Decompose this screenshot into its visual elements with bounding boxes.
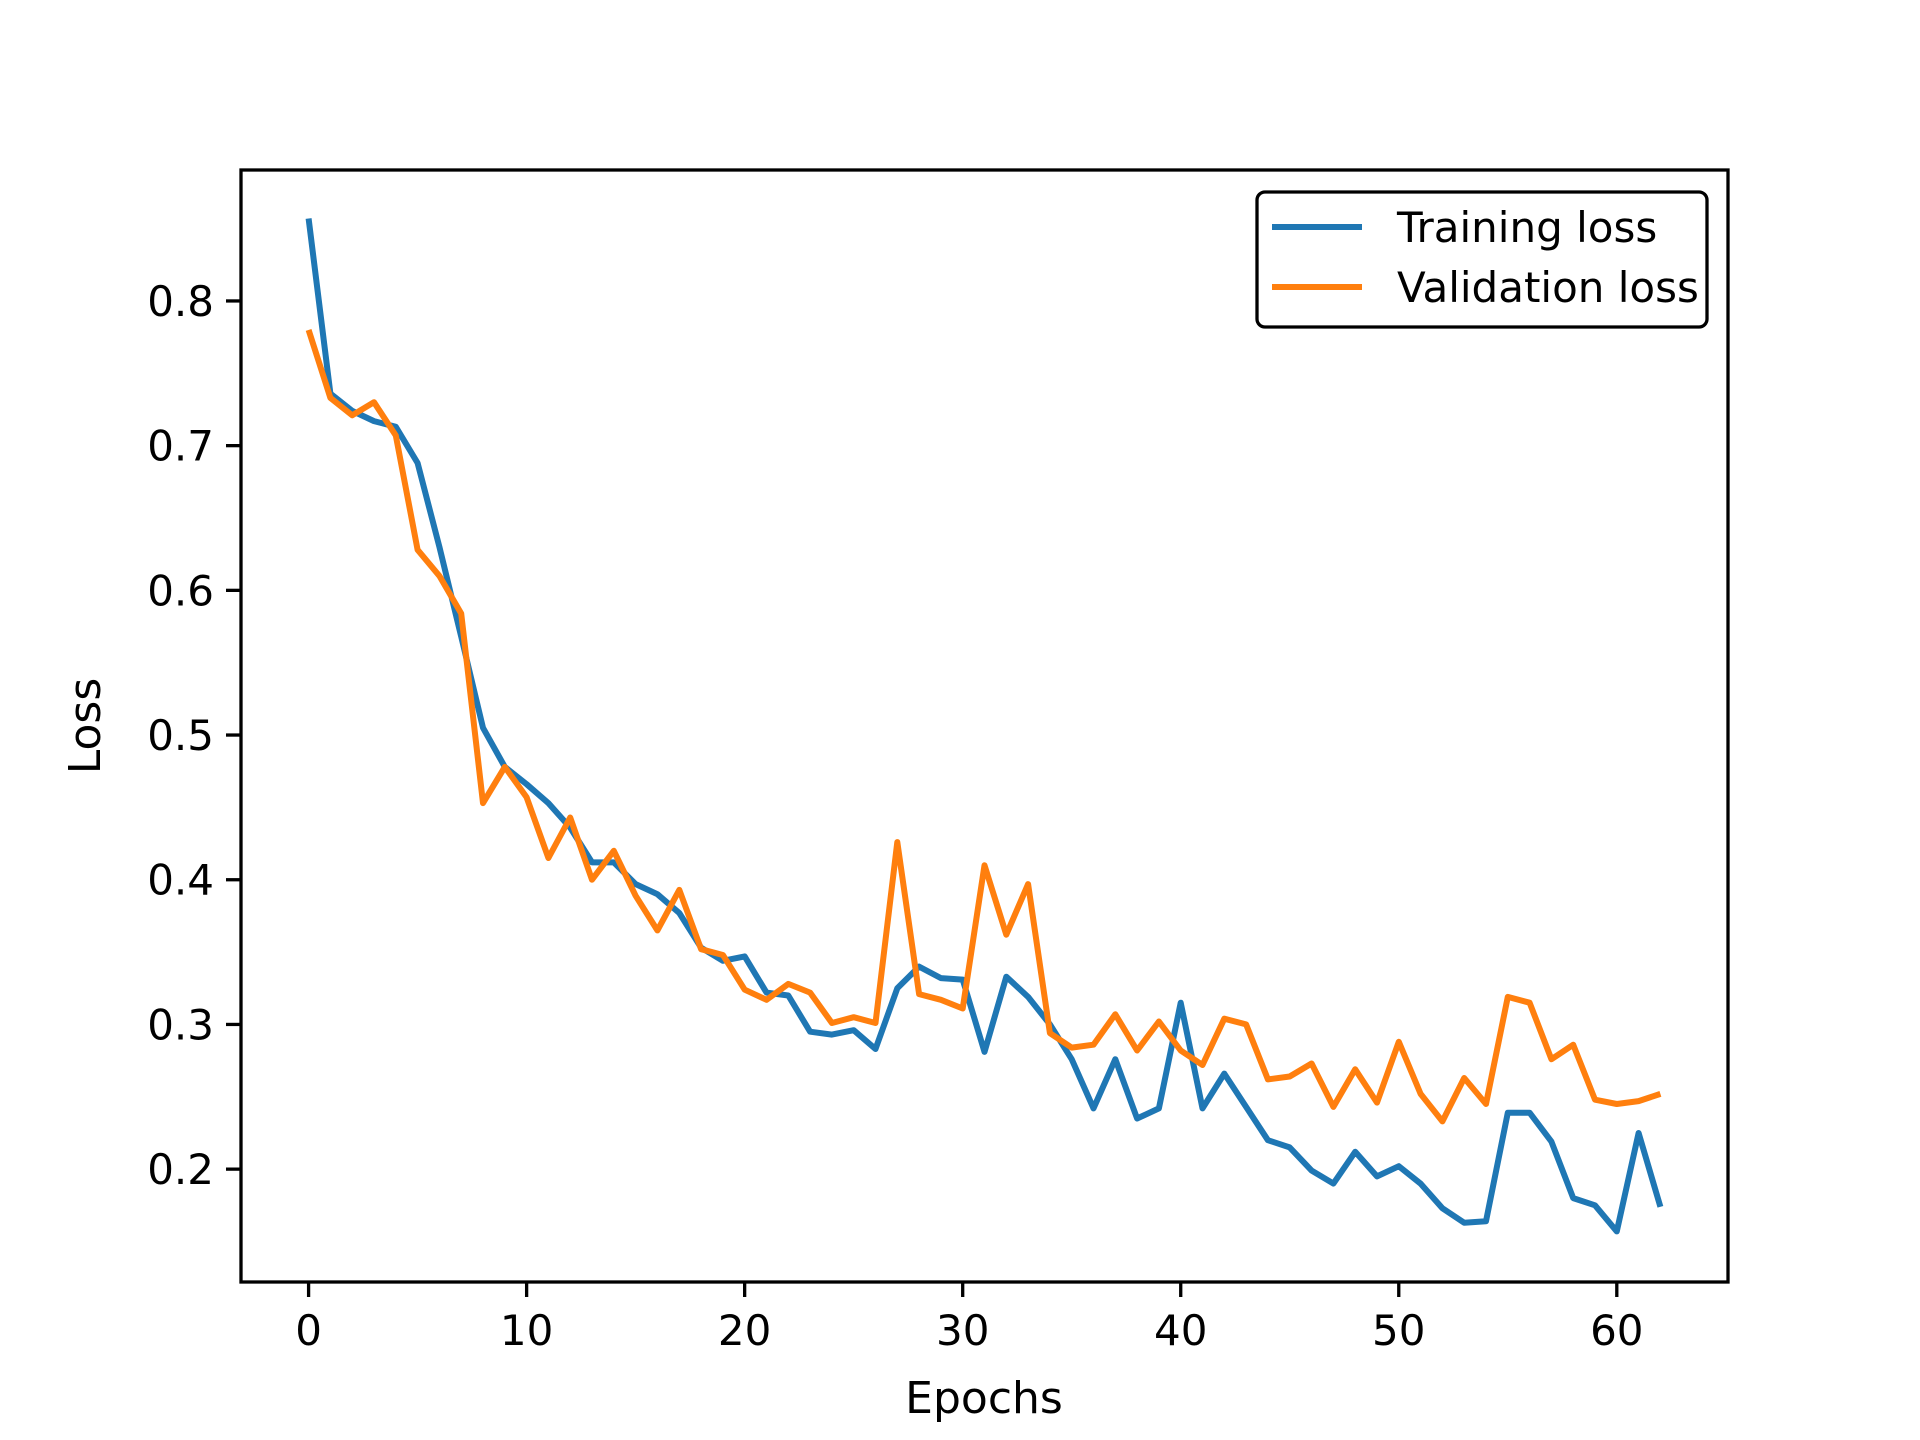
y-axis-label: Loss	[60, 678, 111, 775]
x-tick-label: 20	[718, 1306, 771, 1355]
x-tick-label: 60	[1590, 1306, 1643, 1355]
x-tick-label: 30	[936, 1306, 989, 1355]
validation-loss-line	[305, 328, 1662, 1125]
y-tick-label: 0.7	[147, 422, 214, 471]
legend-label-training: Training loss	[1396, 203, 1657, 252]
y-tick-label: 0.5	[147, 711, 214, 760]
y-tick-label: 0.3	[147, 1000, 214, 1049]
data-series-group	[305, 218, 1664, 1235]
legend: Training loss Validation loss	[1255, 190, 1709, 329]
y-tick-label: 0.8	[147, 277, 214, 326]
legend-label-validation: Validation loss	[1397, 263, 1699, 312]
y-tick-label: 0.2	[147, 1145, 214, 1194]
x-axis-label: Epochs	[905, 1373, 1063, 1424]
x-tick-label: 0	[295, 1306, 322, 1355]
x-axis-ticks: 0 10 20 30 40 50 60	[295, 1282, 1644, 1355]
x-tick-label: 10	[500, 1306, 553, 1355]
x-tick-label: 40	[1154, 1306, 1207, 1355]
plot-area-border	[239, 168, 1730, 1284]
training-loss-line	[305, 218, 1664, 1235]
legend-box	[1255, 190, 1709, 329]
y-axis-ticks: 0.2 0.3 0.4 0.5 0.6 0.7 0.8	[147, 277, 241, 1194]
x-tick-label: 50	[1372, 1306, 1425, 1355]
y-tick-label: 0.4	[147, 856, 214, 905]
y-tick-label: 0.6	[147, 566, 214, 615]
